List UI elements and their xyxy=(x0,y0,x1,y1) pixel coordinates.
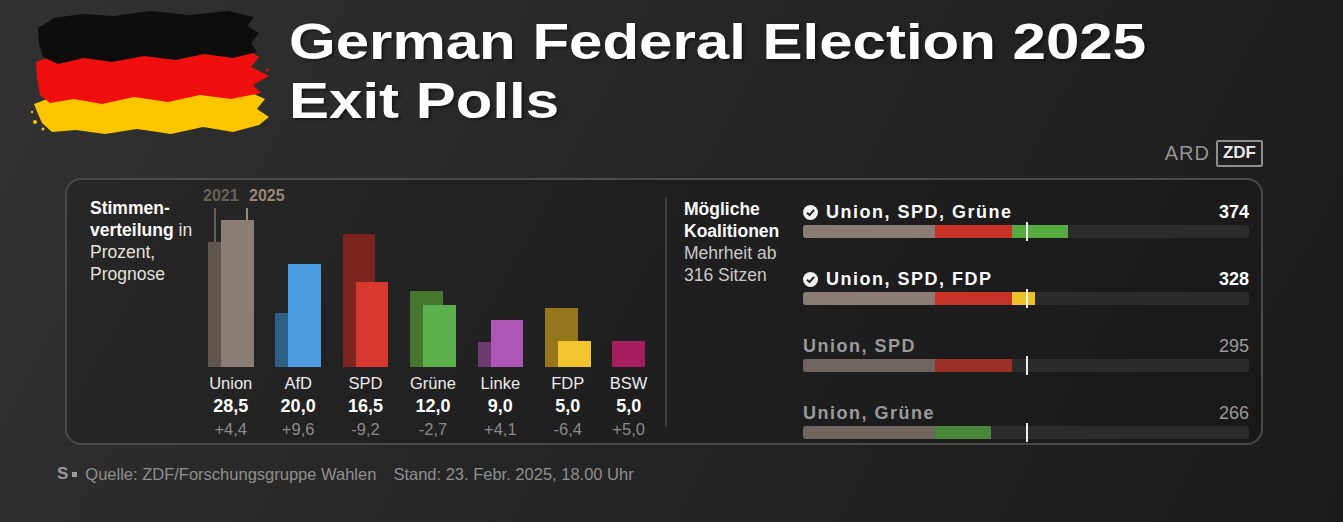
coalition-label: Union, SPD, Grüne xyxy=(803,202,1013,223)
source-logo-icon: S xyxy=(57,464,68,484)
party-name: Union xyxy=(193,374,269,393)
stand-text: Stand: 23. Febr. 2025, 18.00 Uhr xyxy=(393,465,633,484)
coalition-seats: 328 xyxy=(1219,269,1249,290)
majority-marker xyxy=(1026,423,1028,442)
coalition-name: Union, Grüne xyxy=(803,403,935,424)
coalition-label: Union, SPD xyxy=(803,336,916,357)
category-union: Union 28,5 +4,4 xyxy=(193,374,269,439)
bar-2025-spd xyxy=(356,282,389,367)
coalitions-heading-line1: Mögliche xyxy=(684,198,779,220)
party-name: BSW xyxy=(591,374,667,393)
segment-spd xyxy=(935,225,1011,238)
coalition-rows: Union, SPD, Grüne 374 Union, SPD, FDP 328 Un… xyxy=(803,180,1249,447)
party-value: 12,0 xyxy=(395,397,471,416)
legend-2021: 2021 xyxy=(203,187,239,205)
party-value: 5,0 xyxy=(591,397,667,416)
section-divider xyxy=(665,197,667,427)
infographic-root: German Federal Election 2025 Exit Polls … xyxy=(0,0,1343,522)
legend-tick-2025 xyxy=(246,208,248,220)
page-title-line1: German Federal Election 2025 xyxy=(289,13,1146,72)
page-title-line2: Exit Polls xyxy=(289,72,1146,131)
party-name: SPD xyxy=(328,374,404,393)
bar-2025-fdp xyxy=(558,341,591,367)
party-change: +5,0 xyxy=(591,420,667,439)
category-grüne: Grüne 12,0 -2,7 xyxy=(395,374,471,439)
majority-check-icon xyxy=(803,205,818,220)
german-flag-icon xyxy=(30,6,270,134)
coalitions-heading: Mögliche Koalitionen Mehrheit ab 316 Sit… xyxy=(684,198,779,286)
coalition-seats: 295 xyxy=(1219,336,1249,357)
segment-union xyxy=(803,225,935,238)
bar-2025-linke xyxy=(491,320,524,367)
majority-marker xyxy=(1026,222,1028,241)
bar-2025-bsw xyxy=(612,341,645,367)
legend-2025: 2025 xyxy=(249,187,285,205)
segment-spd xyxy=(935,359,1011,372)
zdf-logo: ZDF xyxy=(1216,140,1263,167)
coalition-name: Union, SPD, Grüne xyxy=(826,202,1013,223)
results-panel: Stimmen-verteilung inProzent,Prognose Un… xyxy=(65,178,1263,445)
source-logo-dot-icon xyxy=(72,472,77,477)
source-line: S Quelle: ZDF/Forschungsgruppe Wahlen St… xyxy=(57,464,634,484)
category-bsw: BSW 5,0 +5,0 xyxy=(591,374,667,439)
coalition-name: Union, SPD, FDP xyxy=(826,269,993,290)
segment-gruene xyxy=(1012,225,1068,238)
party-name: Linke xyxy=(462,374,538,393)
coalition-name: Union, SPD xyxy=(803,336,916,357)
coalition-label: Union, Grüne xyxy=(803,403,935,424)
party-name: Grüne xyxy=(395,374,471,393)
source-text: Quelle: ZDF/Forschungsgruppe Wahlen xyxy=(85,465,376,484)
majority-check-icon xyxy=(803,272,818,287)
category-spd: SPD 16,5 -9,2 xyxy=(328,374,404,439)
coalitions-subheading-line1: Mehrheit ab xyxy=(684,243,776,263)
coalitions-subheading-line2: 316 Sitzen xyxy=(684,265,767,285)
party-value: 28,5 xyxy=(193,397,269,416)
category-afd: AfD 20,0 +9,6 xyxy=(260,374,336,439)
chart-caption: Stimmen-verteilung inProzent,Prognose xyxy=(90,197,192,285)
party-value: 20,0 xyxy=(260,397,336,416)
party-change: +4,1 xyxy=(462,420,538,439)
category-linke: Linke 9,0 +4,1 xyxy=(462,374,538,439)
party-change: -2,7 xyxy=(395,420,471,439)
party-change: +4,4 xyxy=(193,420,269,439)
bar-2025-union xyxy=(221,220,254,367)
bar-2025-grüne xyxy=(423,305,456,367)
majority-marker xyxy=(1026,289,1028,308)
segment-union xyxy=(803,359,935,372)
legend-tick-2021 xyxy=(214,208,216,242)
ard-logo: ARD xyxy=(1165,142,1210,165)
majority-marker xyxy=(1026,356,1028,375)
party-name: AfD xyxy=(260,374,336,393)
broadcaster-logos: ARD ZDF xyxy=(1165,140,1263,167)
segment-union xyxy=(803,292,935,305)
coalition-label: Union, SPD, FDP xyxy=(803,269,993,290)
party-change: +9,6 xyxy=(260,420,336,439)
coalitions-heading-line2: Koalitionen xyxy=(684,220,779,242)
party-change: -9,2 xyxy=(328,420,404,439)
page-title: German Federal Election 2025 Exit Polls xyxy=(289,13,1146,131)
segment-spd xyxy=(935,292,1011,305)
segment-union xyxy=(803,426,935,439)
coalition-seats: 374 xyxy=(1219,202,1249,223)
segment-fdp xyxy=(1012,292,1035,305)
coalition-seats: 266 xyxy=(1219,403,1249,424)
party-value: 16,5 xyxy=(328,397,404,416)
bar-2025-afd xyxy=(288,264,321,367)
segment-gruene xyxy=(935,426,991,439)
party-value: 9,0 xyxy=(462,397,538,416)
